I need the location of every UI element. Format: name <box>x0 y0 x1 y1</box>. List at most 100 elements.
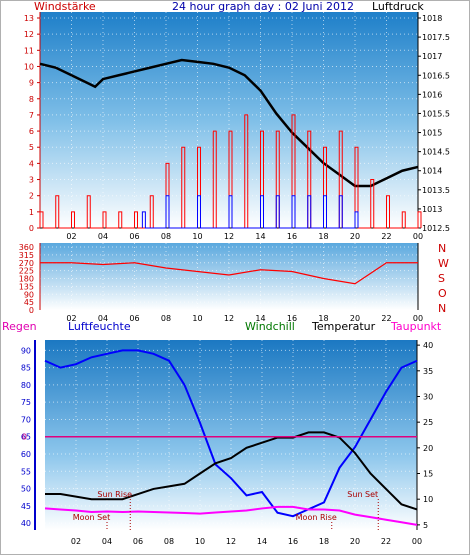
windstaerke-label: Windstärke <box>34 0 96 13</box>
x-tick-label: 08 <box>161 232 171 241</box>
left-tick-label: 70 <box>21 415 31 424</box>
left-tick-label: 55 <box>21 467 31 476</box>
right-tick-label: 20 <box>423 444 433 453</box>
x-tick-label: 02 <box>66 232 76 241</box>
left-tick-label: 0 <box>29 306 34 315</box>
right-tick-label: 35 <box>423 367 433 376</box>
x-tick-label: 12 <box>226 537 236 546</box>
luftfeuchte-label: Luftfeuchte <box>68 320 131 333</box>
regen-zero-label: 0 <box>22 433 27 442</box>
right-tick-label: 1016 <box>422 90 442 99</box>
x-tick-label: 16 <box>288 537 298 546</box>
left-tick-label: 85 <box>21 364 31 373</box>
x-tick-label: 00 <box>413 232 423 241</box>
mid-plot-area <box>40 243 418 310</box>
right-tick-label: 1017 <box>422 52 442 61</box>
bottom-series <box>44 349 418 526</box>
left-tick-label: 7 <box>29 111 34 120</box>
x-tick-label: 04 <box>98 232 108 241</box>
right-tick-label: 5 <box>423 521 428 530</box>
annotation-label: Moon Set <box>73 513 110 522</box>
left-tick-label: 8 <box>29 95 34 104</box>
x-tick-label: 20 <box>350 232 360 241</box>
right-tick-label: 1012.5 <box>422 224 450 233</box>
x-tick-label: 08 <box>161 314 171 323</box>
left-tick-label: 90 <box>21 346 31 355</box>
left-tick-label: 90 <box>24 290 34 299</box>
left-tick-label: 9 <box>29 79 34 88</box>
x-tick-label: 00 <box>413 314 423 323</box>
left-tick-label: 6 <box>29 127 34 136</box>
annotation-label: Sun Set <box>347 490 378 499</box>
right-tick-label: 30 <box>423 392 433 401</box>
left-tick-label: 40 <box>21 519 31 528</box>
left-tick-label: 65 <box>21 433 31 442</box>
compass-letter: W <box>438 257 449 270</box>
right-tick-label: 1015.5 <box>422 109 450 118</box>
left-tick-label: 360 <box>19 243 34 252</box>
right-tick-label: 1013.5 <box>422 186 450 195</box>
right-tick-label: 1013 <box>422 205 442 214</box>
left-tick-label: 45 <box>21 502 31 511</box>
x-tick-label: 04 <box>98 314 108 323</box>
left-tick-label: 11 <box>24 46 34 55</box>
x-tick-label: 18 <box>318 232 328 241</box>
left-tick-label: 0 <box>29 224 34 233</box>
right-tick-label: 10 <box>423 495 433 504</box>
x-tick-label: 22 <box>381 232 391 241</box>
left-tick-label: 45 <box>24 298 34 307</box>
luftdruck-line <box>39 58 419 188</box>
mid-series <box>40 262 418 285</box>
right-tick-label: 1014 <box>422 167 442 176</box>
compass-letter: O <box>438 287 447 300</box>
x-tick-label: 02 <box>66 314 76 323</box>
left-tick-label: 50 <box>21 485 31 494</box>
x-tick-label: 10 <box>192 232 202 241</box>
annotation-label: Moon Rise <box>296 513 337 522</box>
compass-letter: N <box>438 242 446 255</box>
x-tick-label: 20 <box>350 537 360 546</box>
left-tick-label: 5 <box>29 143 34 152</box>
left-tick-label: 180 <box>19 275 34 284</box>
right-tick-label: 1018 <box>422 14 442 23</box>
x-tick-label: 10 <box>192 314 202 323</box>
left-tick-label: 315 <box>19 251 34 260</box>
right-tick-label: 1014.5 <box>422 148 450 157</box>
x-tick-label: 14 <box>257 537 267 546</box>
top-series <box>39 58 422 229</box>
x-tick-label: 20 <box>350 314 360 323</box>
x-tick-label: 08 <box>164 537 174 546</box>
left-tick-label: 75 <box>21 398 31 407</box>
x-tick-label: 14 <box>255 232 265 241</box>
right-tick-label: 1015 <box>422 129 442 138</box>
right-tick-label: 15 <box>423 470 433 479</box>
left-tick-label: 12 <box>24 30 34 39</box>
x-tick-label: 06 <box>129 314 139 323</box>
left-tick-label: 1 <box>29 208 34 217</box>
left-tick-label: 60 <box>21 450 31 459</box>
taupunkt-line <box>44 505 418 526</box>
x-tick-label: 18 <box>318 314 328 323</box>
wind-line <box>39 114 422 229</box>
right-tick-label: 1016.5 <box>422 71 450 80</box>
left-tick-label: 2 <box>29 192 34 201</box>
x-tick-label: 14 <box>255 314 265 323</box>
annotation-label: Sun Rise <box>97 490 132 499</box>
bottom-annotations: Sun Rise Moon Set Moon Rise Sun Set <box>73 490 379 530</box>
right-tick-label: 25 <box>423 418 433 427</box>
compass-letter: N <box>438 302 446 315</box>
x-tick-label: 06 <box>133 537 143 546</box>
x-tick-label: 16 <box>287 232 297 241</box>
wind-line <box>141 195 359 229</box>
x-tick-label: 18 <box>319 537 329 546</box>
regen-label: Regen <box>2 320 37 333</box>
left-tick-label: 3 <box>29 176 34 185</box>
luftdruck-label: Luftdruck <box>372 0 424 13</box>
x-tick-label: 12 <box>224 314 234 323</box>
left-tick-label: 135 <box>19 282 34 291</box>
x-tick-label: 22 <box>381 537 391 546</box>
left-tick-label: 4 <box>29 159 34 168</box>
